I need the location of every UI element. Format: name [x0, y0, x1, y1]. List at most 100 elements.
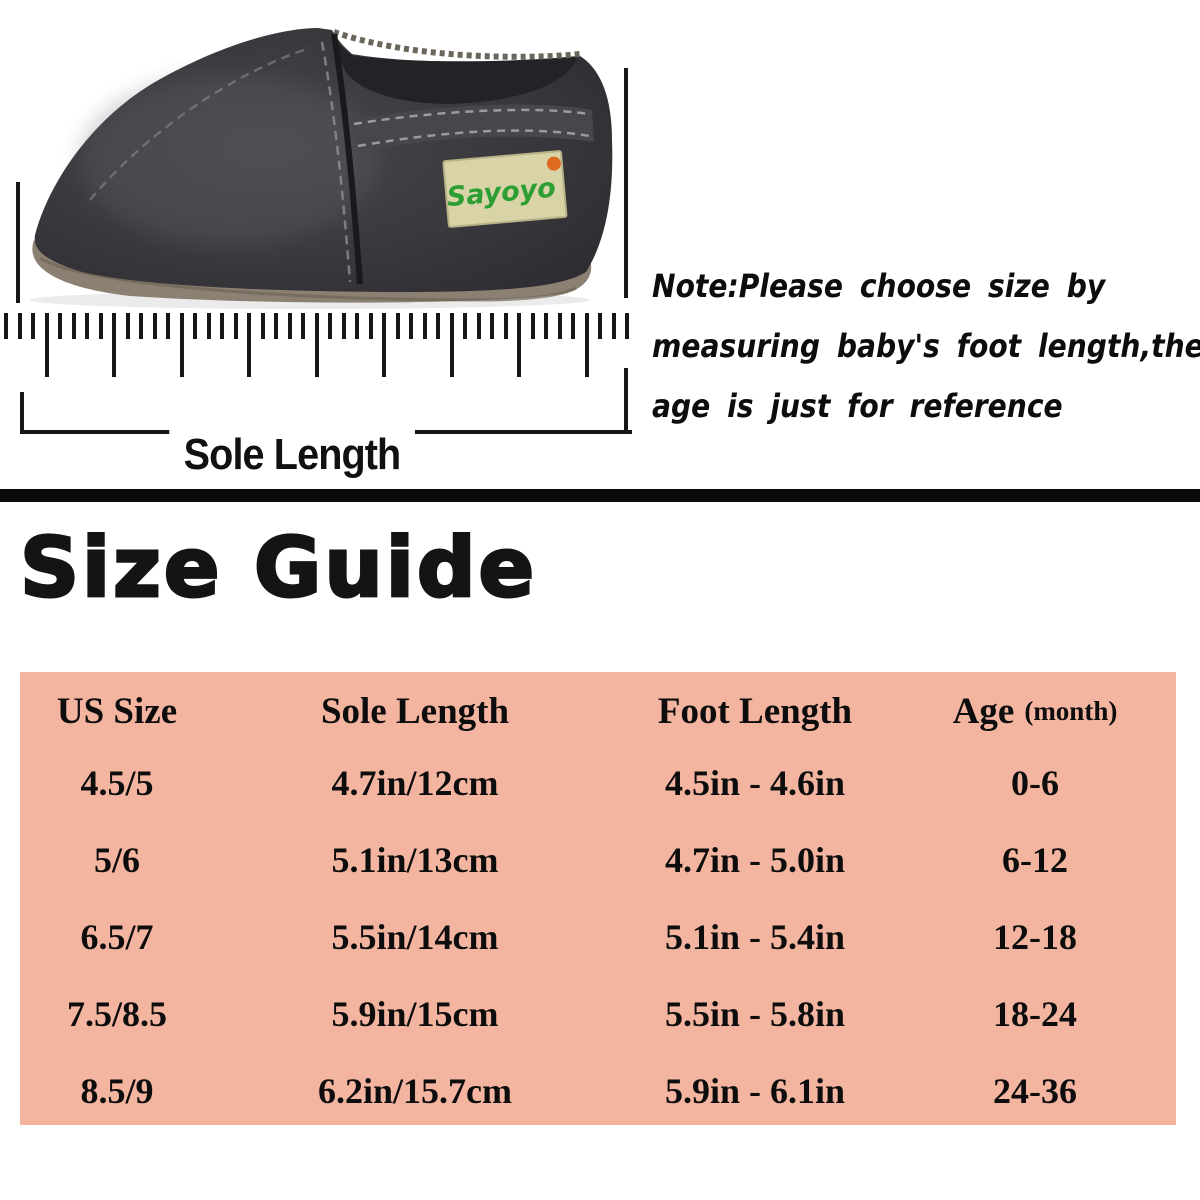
note-line-3: age is just for reference: [652, 387, 1063, 425]
table-header-row: US Size Sole Length Foot Length Age (mon…: [20, 678, 1176, 744]
table-cell-age: 12-18: [993, 916, 1077, 957]
ruler-tick: [139, 313, 143, 339]
ruler-tick: [31, 313, 35, 339]
leather-highlight: [80, 75, 380, 245]
table-header-foot-length: Foot Length: [657, 690, 853, 732]
ruler-tick: [328, 313, 332, 339]
ruler-tick: [571, 313, 575, 339]
ruler-tick: [436, 313, 440, 339]
table-header-sole-length: Sole Length: [320, 690, 510, 732]
ruler-tick: [247, 313, 251, 377]
table-cell-us-size: 6.5/7: [80, 916, 154, 957]
ruler-tick: [166, 313, 170, 339]
table-cell-us-size: 7.5/8.5: [66, 993, 167, 1034]
ruler-tick: [85, 313, 89, 339]
table-row: 6.5/7 5.5in/14cm 5.1in - 5.4in 12-18: [20, 898, 1176, 975]
ruler-tick: [598, 313, 602, 339]
ruler-tick: [449, 313, 454, 377]
ruler: [0, 313, 648, 405]
collar-raw-edge: [333, 29, 581, 60]
table-cell-age: 0-6: [1011, 762, 1059, 803]
note-line-1: Note:Please choose size by: [652, 267, 1106, 305]
table-row: 7.5/8.5 5.9in/15cm 5.5in - 5.8in 18-24: [20, 975, 1176, 1052]
table-cell-foot-length: 4.5in - 4.6in: [664, 762, 846, 803]
ruler-tick: [287, 313, 292, 339]
table-row: 5/6 5.1in/13cm 4.7in - 5.0in 6-12: [20, 821, 1176, 898]
ruler-tick: [125, 313, 130, 339]
ruler-tick: [44, 313, 49, 377]
age-header-main: Age: [952, 690, 1015, 732]
ruler-tick: [422, 313, 427, 339]
table-cell-us-size: 4.5/5: [80, 762, 154, 803]
ruler-tick: [463, 313, 467, 339]
baby-shoe-photo: Sayoyo: [30, 28, 613, 309]
flap-stitch: [320, 41, 352, 283]
table-cell-sole-length: 5.1in/13cm: [331, 839, 499, 880]
sole-length-label: Sole Length: [168, 430, 415, 480]
ruler-tick: [355, 313, 359, 339]
sole-length-bracket: Sole Length: [20, 392, 632, 480]
ruler-tick: [517, 313, 521, 377]
ruler-tick: [395, 313, 400, 339]
ruler-tick: [341, 313, 346, 339]
heel-strap-stitch-top: [353, 108, 589, 126]
ruler-tick: [368, 313, 373, 339]
ruler-tick: [179, 313, 184, 377]
ruler-tick: [611, 313, 616, 339]
ruler-tick: [220, 313, 224, 339]
ruler-tick: [260, 313, 265, 339]
product-hero: Sayoyo Sole Length Note:Please choose si…: [0, 0, 1200, 486]
ruler-tick: [58, 313, 62, 339]
table-row: 8.5/9 6.2in/15.7cm 5.9in - 6.1in 24-36: [20, 1052, 1176, 1129]
ruler-tick: [152, 313, 157, 339]
ruler-tick: [530, 313, 535, 339]
ankle-opening: [332, 32, 578, 104]
heel-strap-stitch-bottom: [357, 129, 591, 148]
table-cell-age: 18-24: [993, 993, 1077, 1034]
measure-line-right-lower: [624, 368, 628, 430]
brand-tag: Sayoyo: [442, 150, 568, 228]
ruler-tick: [274, 313, 278, 339]
ruler-tick: [584, 313, 589, 377]
size-guide-title: Size Guide: [18, 521, 538, 616]
flap-seam: [331, 33, 363, 285]
ruler-tick: [625, 313, 629, 339]
table-header-age: Age (month): [894, 678, 1176, 744]
table-row: 4.5/5 4.7in/12cm 4.5in - 4.6in 0-6: [20, 744, 1176, 821]
shoe-sole-edge: [39, 256, 577, 302]
ruler-tick: [17, 313, 22, 339]
table-cell-us-size: 5/6: [93, 839, 140, 880]
ruler-tick: [71, 313, 76, 339]
height-marker-line: [16, 182, 20, 303]
table-cell-age: 24-36: [993, 1070, 1077, 1111]
table-cell-foot-length: 5.1in - 5.4in: [664, 916, 846, 957]
section-divider: [0, 489, 1200, 502]
table-cell-sole-length: 5.9in/15cm: [331, 993, 499, 1034]
ruler-tick: [503, 313, 508, 339]
ruler-tick: [233, 313, 238, 339]
ruler-tick: [301, 313, 305, 339]
age-header-sub: (month): [1024, 695, 1118, 726]
ruler-tick: [382, 313, 386, 377]
note-line-2: measuring baby's foot length,the: [652, 327, 1200, 365]
ruler-tick: [206, 313, 211, 339]
ridge-stitch: [89, 46, 311, 201]
ruler-tick: [4, 313, 8, 339]
table-cell-age: 6-12: [1002, 839, 1068, 880]
table-cell-sole-length: 5.5in/14cm: [331, 916, 499, 957]
size-guide-table: US Size Sole Length Foot Length Age (mon…: [20, 672, 1176, 1125]
note-text: Note:Please choose size by measuring bab…: [652, 256, 1200, 436]
ruler-tick: [98, 313, 103, 339]
table-cell-us-size: 8.5/9: [80, 1070, 154, 1111]
brand-tag-dot: [546, 156, 561, 171]
ruler-tick: [476, 313, 481, 339]
table-header-us-size: US Size: [56, 690, 178, 732]
table-cell-sole-length: 6.2in/15.7cm: [318, 1070, 512, 1111]
ruler-tick: [544, 313, 548, 339]
ruler-tick: [490, 313, 494, 339]
ruler-tick: [557, 313, 562, 339]
table-cell-foot-length: 4.7in - 5.0in: [664, 839, 846, 880]
ruler-tick: [314, 313, 319, 377]
ruler-tick: [112, 313, 116, 377]
